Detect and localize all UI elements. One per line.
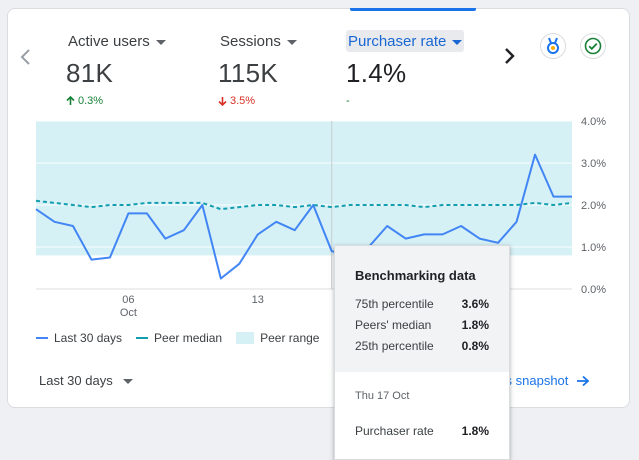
legend-swatch-area — [236, 332, 254, 344]
benchmark-value: 0.8% — [462, 339, 489, 353]
date-range-select[interactable]: Last 30 days — [39, 373, 133, 388]
y-tick-label: 4.0% — [581, 116, 606, 128]
chart-legend: Last 30 days Peer median Peer range — [36, 331, 333, 345]
legend-swatch-line — [36, 337, 48, 339]
tooltip-metric-value: 1.8% — [462, 424, 489, 438]
y-tick-label: 2.0% — [581, 200, 606, 212]
legend-item-last-30-days: Last 30 days — [36, 331, 122, 345]
legend-label: Peer median — [154, 331, 222, 345]
chart-tooltip: Benchmarking data 75th percentile 3.6% P… — [334, 245, 510, 460]
benchmark-row: 25th percentile 0.8% — [355, 339, 489, 353]
benchmark-row: Peers' median 1.8% — [355, 318, 489, 332]
arrow-right-icon — [576, 375, 590, 387]
benchmark-label: 25th percentile — [355, 339, 434, 353]
y-tick-label: 0.0% — [581, 284, 606, 296]
x-tick-sublabel: Oct — [120, 307, 137, 319]
benchmark-value: 3.6% — [462, 297, 489, 311]
benchmark-value: 1.8% — [462, 318, 489, 332]
x-tick-label: 06 — [122, 294, 134, 306]
legend-label: Peer range — [260, 331, 319, 345]
y-tick-label: 3.0% — [581, 158, 606, 170]
benchmark-title: Benchmarking data — [355, 268, 489, 283]
tooltip-metric-label: Purchaser rate — [355, 424, 434, 438]
x-tick-label: 13 — [252, 294, 264, 306]
legend-label: Last 30 days — [54, 331, 122, 345]
caret-down-icon — [123, 379, 133, 384]
y-tick-label: 1.0% — [581, 242, 606, 254]
legend-item-peer-range: Peer range — [236, 331, 319, 345]
benchmark-row: 75th percentile 3.6% — [355, 297, 489, 311]
benchmark-label: 75th percentile — [355, 297, 434, 311]
benchmark-label: Peers' median — [355, 318, 431, 332]
peer-range-area — [36, 121, 572, 255]
tooltip-date: Thu 17 Oct — [335, 372, 509, 402]
benchmark-section: Benchmarking data 75th percentile 3.6% P… — [335, 246, 509, 372]
tooltip-metric-row: Purchaser rate 1.8% — [335, 402, 509, 438]
legend-swatch-dash — [136, 337, 148, 339]
legend-item-peer-median: Peer median — [136, 331, 222, 345]
date-range-label: Last 30 days — [39, 373, 113, 388]
